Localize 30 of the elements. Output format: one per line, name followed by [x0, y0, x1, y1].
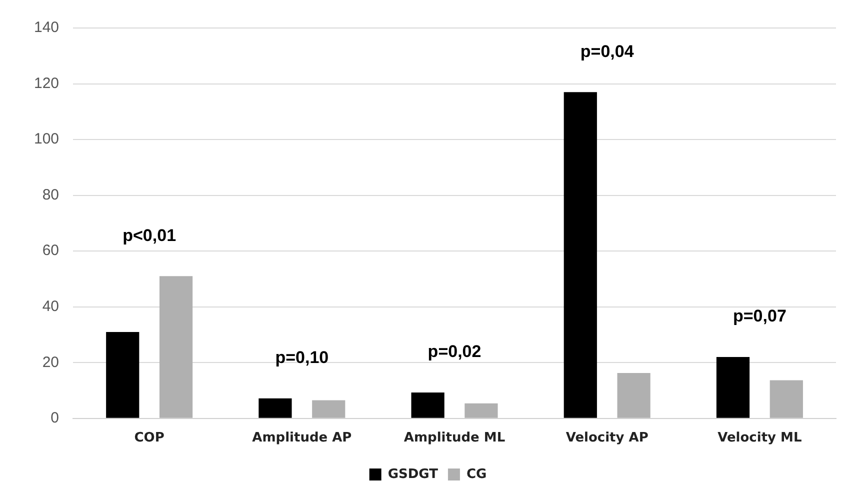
bar	[106, 332, 140, 418]
legend-label: CG	[466, 466, 487, 482]
bar	[159, 276, 193, 418]
y-tick-label: 80	[42, 186, 60, 204]
y-tick-label: 100	[34, 130, 60, 148]
x-tick-label: Velocity AP	[566, 430, 648, 446]
x-tick-label: Velocity ML	[718, 430, 802, 446]
bar	[617, 372, 650, 418]
x-tick-label: Amplitude AP	[252, 430, 352, 446]
y-tick-label: 60	[42, 242, 60, 260]
bar	[258, 398, 292, 418]
y-tick-label: 20	[42, 354, 60, 371]
bar	[312, 400, 346, 418]
bar	[411, 392, 444, 418]
annotation: p=0,07	[733, 306, 786, 326]
y-tick-label: 40	[42, 298, 60, 315]
annotation: p=0,02	[428, 342, 482, 362]
bar	[464, 403, 498, 418]
bar	[716, 357, 750, 418]
y-tick-label: 140	[34, 19, 60, 36]
annotation: p=0,10	[275, 348, 329, 368]
bar	[770, 380, 803, 418]
x-tick-label: Amplitude ML	[404, 430, 506, 446]
legend-label: GSDGT	[388, 466, 438, 482]
x-tick-label: COP	[134, 430, 164, 446]
annotation: p<0,01	[122, 226, 176, 245]
y-tick-label: 0	[50, 410, 60, 427]
bar	[564, 92, 597, 418]
annotation: p=0,04	[580, 42, 634, 61]
y-tick-label: 120	[34, 74, 60, 92]
